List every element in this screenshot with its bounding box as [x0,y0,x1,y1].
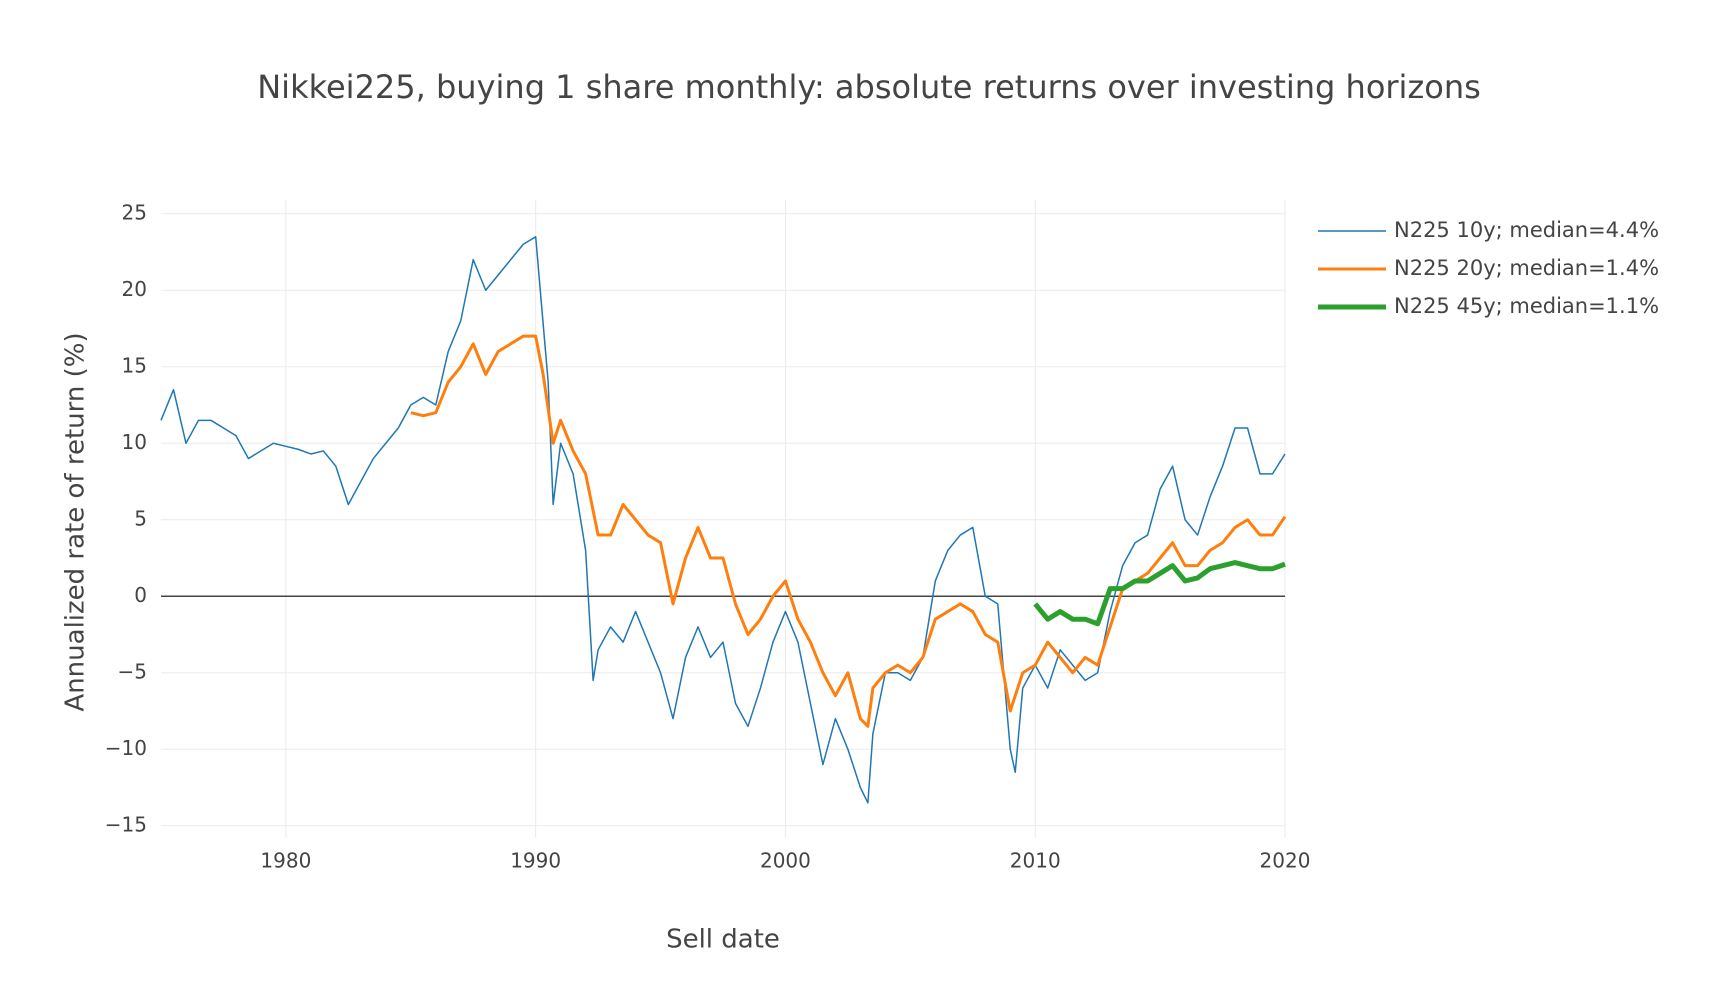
data-line [410,334,1287,728]
data-line [1033,560,1286,627]
y-tick-label: −5 [118,659,147,683]
y-tick-label: 15 [122,353,147,377]
y-tick-label: −15 [105,812,147,836]
x-tick-label: 1980 [260,849,311,873]
y-axis-title: Annualized rate of return (%) [61,332,91,711]
x-axis-title: Sell date [666,925,780,955]
x-tick-label: 2010 [1010,849,1061,873]
data-line [160,235,1286,804]
y-tick-label: 10 [122,430,147,454]
chart-title: Nikkei225, buying 1 share monthly: absol… [257,68,1481,106]
y-tick-label: 25 [122,200,147,224]
y-tick-label: −10 [105,736,147,760]
x-tick-label: 2000 [760,849,811,873]
y-tick-label: 20 [122,277,147,301]
y-tick-label: 5 [134,506,147,530]
x-tick-label: 2020 [1260,849,1311,873]
x-tick-label: 1990 [510,849,561,873]
legend-label: N225 20y; median=1.4% [1394,256,1659,280]
y-tick-label: 0 [134,583,147,607]
legend-label: N225 10y; median=4.4% [1394,218,1659,242]
legend-label: N225 45y; median=1.1% [1394,294,1659,318]
